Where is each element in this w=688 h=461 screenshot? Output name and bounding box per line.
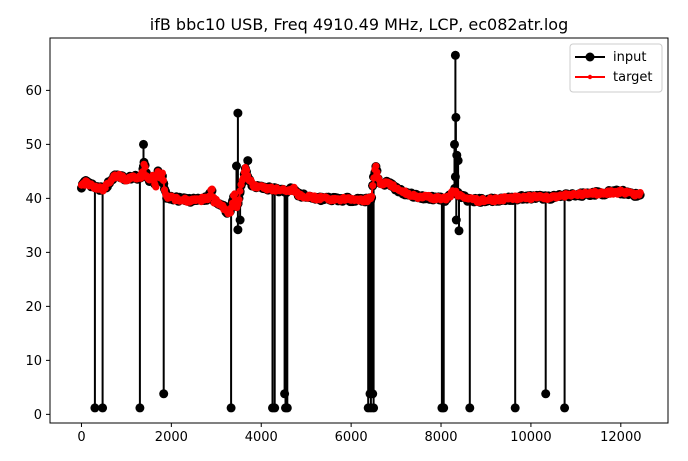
input-point bbox=[439, 403, 449, 413]
x-tick-label: 10000 bbox=[510, 430, 551, 445]
x-tick-label: 6000 bbox=[335, 430, 368, 445]
target-point bbox=[137, 174, 145, 182]
legend: input target bbox=[569, 43, 663, 93]
y-tick-label: 40 bbox=[25, 192, 42, 207]
y-axis: 0 10 20 30 40 50 60 bbox=[25, 84, 50, 423]
series-layer bbox=[77, 50, 645, 413]
input-point bbox=[232, 161, 241, 171]
input-point bbox=[541, 389, 551, 399]
input-point bbox=[282, 403, 292, 413]
input-point bbox=[235, 215, 245, 225]
y-tick-label: 10 bbox=[25, 354, 42, 369]
target-point bbox=[208, 185, 216, 193]
target-point bbox=[235, 196, 243, 204]
x-tick-label: 12000 bbox=[600, 430, 641, 445]
input-point bbox=[450, 50, 460, 60]
legend-target-marker bbox=[587, 74, 593, 80]
input-point bbox=[454, 226, 464, 236]
input-point bbox=[368, 389, 378, 399]
input-point bbox=[451, 112, 461, 122]
input-point bbox=[560, 403, 570, 413]
x-tick-label: 8000 bbox=[424, 430, 457, 445]
target-point bbox=[372, 162, 380, 170]
series-target bbox=[77, 160, 644, 218]
input-point bbox=[98, 403, 108, 413]
y-tick-label: 30 bbox=[25, 246, 42, 261]
input-point bbox=[270, 403, 280, 413]
y-tick-label: 60 bbox=[25, 84, 42, 99]
input-point bbox=[243, 156, 253, 166]
input-point bbox=[280, 389, 290, 399]
input-point bbox=[139, 139, 148, 149]
x-tick-label: 2000 bbox=[155, 430, 188, 445]
input-point bbox=[233, 225, 243, 235]
target-point bbox=[152, 183, 160, 191]
input-point bbox=[451, 215, 461, 225]
input-point bbox=[90, 403, 100, 413]
y-tick-label: 0 bbox=[34, 408, 42, 423]
target-point bbox=[231, 190, 239, 198]
target-point bbox=[636, 189, 644, 197]
target-point bbox=[369, 182, 377, 190]
target-point bbox=[159, 176, 167, 184]
input-point bbox=[159, 389, 169, 399]
input-point bbox=[453, 156, 463, 166]
input-point bbox=[450, 139, 459, 149]
legend-input-marker bbox=[585, 52, 595, 62]
x-axis: 0 2000 4000 6000 8000 10000 12000 bbox=[77, 423, 641, 445]
target-point bbox=[236, 187, 244, 195]
plot-area-frame bbox=[49, 37, 669, 424]
input-point bbox=[450, 172, 460, 182]
target-point bbox=[141, 163, 149, 171]
legend-input-label: input bbox=[613, 50, 646, 65]
input-point bbox=[369, 403, 379, 413]
input-point bbox=[510, 403, 520, 413]
x-tick-label: 4000 bbox=[245, 430, 278, 445]
input-point bbox=[465, 403, 475, 413]
x-tick-label: 0 bbox=[77, 430, 85, 445]
chart-title: ifB bbc10 USB, Freq 4910.49 MHz, LCP, ec… bbox=[150, 15, 568, 34]
legend-target-label: target bbox=[613, 70, 653, 85]
y-tick-label: 50 bbox=[25, 138, 42, 153]
y-tick-label: 20 bbox=[25, 300, 42, 315]
target-point bbox=[368, 192, 376, 200]
target-point bbox=[158, 169, 166, 177]
input-point bbox=[226, 403, 236, 413]
input-point bbox=[233, 108, 243, 118]
input-point bbox=[135, 403, 145, 413]
